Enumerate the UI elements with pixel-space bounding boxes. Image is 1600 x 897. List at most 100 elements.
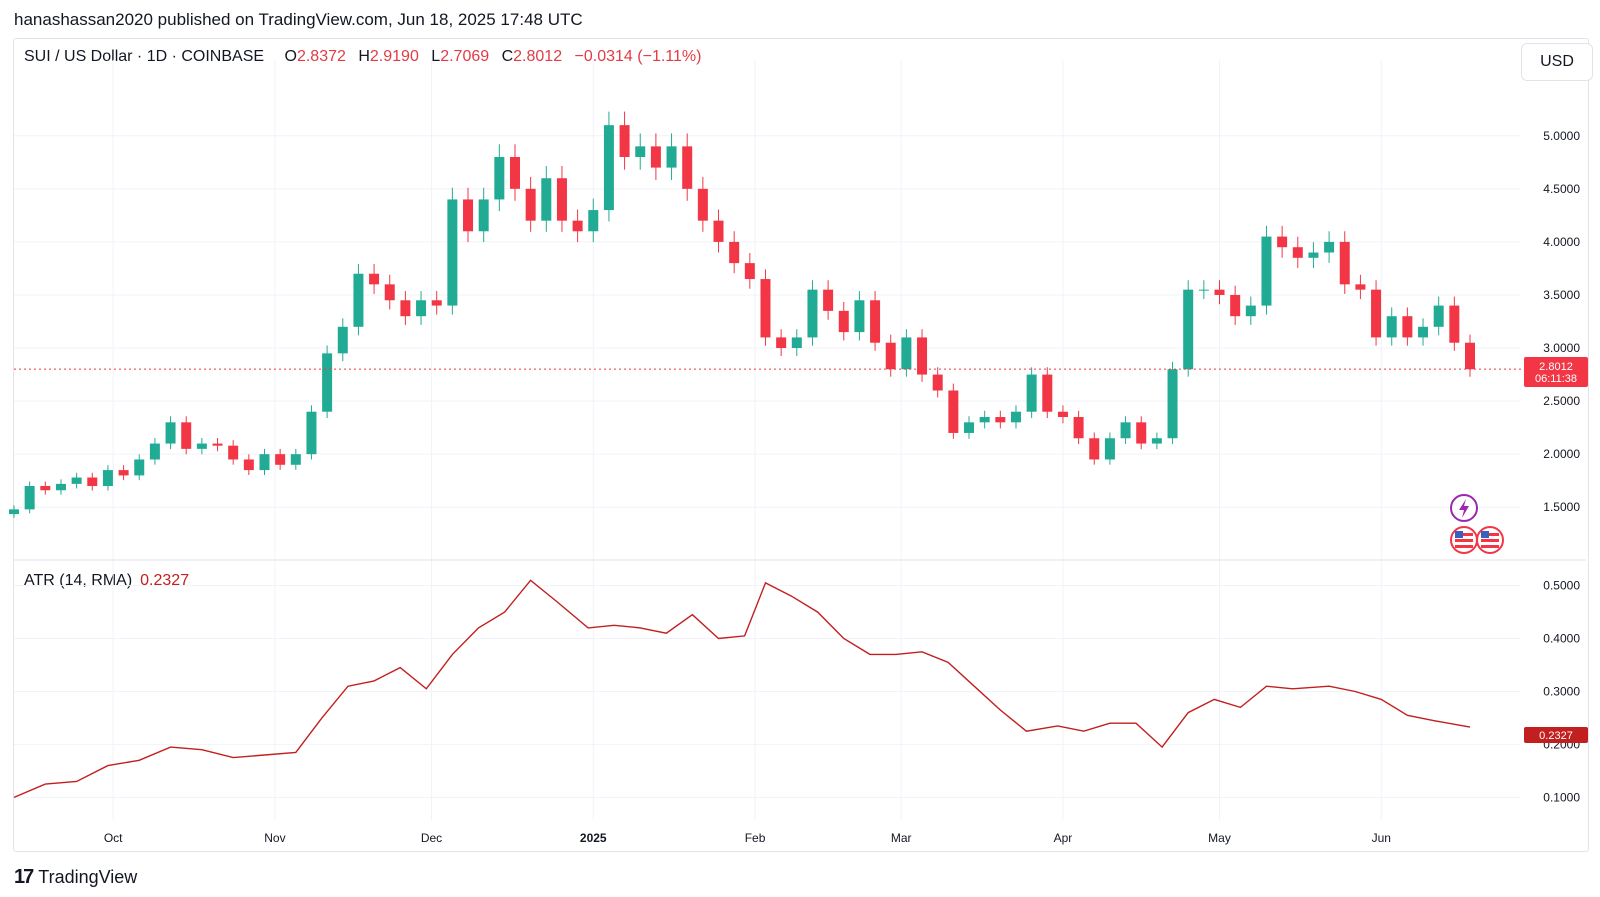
candle — [588, 198, 599, 243]
lightning-icon[interactable] — [1450, 494, 1478, 522]
atr-tick-label: 0.3000 — [1543, 684, 1580, 698]
atr-tick-label: 0.4000 — [1543, 632, 1580, 646]
change-value: −0.0314 (−1.11%) — [574, 48, 702, 65]
candle — [134, 454, 145, 481]
candle — [40, 481, 51, 495]
candle — [1277, 225, 1288, 258]
atr-badge-value: 0.2327 — [1539, 730, 1573, 742]
candle — [885, 334, 896, 377]
time-tick-label: Feb — [745, 831, 766, 845]
candle — [556, 166, 567, 232]
atr-legend[interactable]: ATR (14, RMA) 0.2327 — [24, 572, 189, 590]
chart-frame — [13, 38, 1589, 852]
candle — [854, 291, 865, 341]
price-tick-label: 4.0000 — [1543, 235, 1580, 249]
candle — [1183, 280, 1194, 377]
candle — [838, 301, 849, 341]
candle — [1465, 334, 1475, 377]
atr-badge-bg — [1524, 727, 1588, 743]
open-value: 2.8372 — [296, 48, 346, 65]
candle — [1230, 285, 1241, 325]
price-tick-label: 3.0000 — [1543, 341, 1580, 355]
tradingview-brand: TradingView — [38, 867, 138, 887]
candle — [55, 479, 66, 495]
time-axis: Oct Nov Dec 2025 Feb Mar Apr May Jun — [104, 831, 1391, 845]
price-badge: 2.8012 06:11:38 — [1524, 357, 1588, 387]
us-flag-icon[interactable] — [1476, 526, 1504, 554]
currency-button[interactable]: USD — [1521, 43, 1593, 81]
candle — [212, 437, 223, 452]
candle — [1418, 318, 1429, 346]
candle — [791, 329, 802, 356]
candle — [1308, 242, 1319, 269]
us-flag-icon[interactable] — [1450, 526, 1478, 554]
time-tick-label: Apr — [1054, 831, 1073, 845]
low-label: L — [431, 48, 441, 65]
price-tick-label: 4.5000 — [1543, 182, 1580, 196]
candle — [995, 410, 1006, 429]
candle — [228, 440, 239, 465]
atr-line-layer — [13, 579, 1471, 799]
tradingview-logo-icon: 17 — [14, 866, 34, 888]
atr-grid — [14, 585, 1520, 798]
symbol-title[interactable]: SUI / US Dollar · 1D · COINBASE — [24, 48, 265, 65]
price-grid — [14, 60, 1520, 820]
candle — [572, 209, 583, 243]
candle — [1151, 432, 1162, 450]
price-axis: 1.5000 2.0000 2.5000 3.0000 3.5000 4.0000 4.50… — [1543, 129, 1580, 514]
candle — [243, 454, 254, 475]
price-tick-label: 2.5000 — [1543, 394, 1580, 408]
symbol-legend: SUI / US Dollar · 1D · COINBASE O2.8372 … — [24, 48, 701, 66]
candle — [478, 187, 489, 243]
candle — [196, 437, 207, 455]
candle — [1386, 307, 1397, 346]
candle — [384, 274, 395, 310]
close-value: 2.8012 — [513, 48, 563, 65]
candle — [509, 144, 520, 201]
price-tick-label: 1.5000 — [1543, 500, 1580, 514]
candle — [1167, 361, 1178, 444]
price-badge-countdown: 06:11:38 — [1535, 373, 1577, 385]
candle — [729, 231, 740, 274]
atr-line — [13, 579, 1471, 799]
low-value: 2.7069 — [440, 48, 490, 65]
candle — [1010, 405, 1021, 429]
candle — [682, 133, 693, 201]
candle — [870, 291, 881, 351]
candle — [369, 263, 380, 294]
candle — [71, 472, 82, 489]
candle — [1089, 432, 1100, 465]
candle — [901, 329, 912, 377]
candle — [650, 133, 661, 181]
candle — [744, 253, 755, 289]
price-tick-label: 2.0000 — [1543, 447, 1580, 461]
candle — [447, 187, 458, 315]
candle — [932, 367, 943, 398]
candle — [9, 505, 19, 518]
candle — [619, 111, 630, 170]
price-tick-label: 3.5000 — [1543, 288, 1580, 302]
candle — [416, 291, 427, 325]
candle — [24, 481, 35, 514]
candle — [1433, 296, 1444, 336]
price-badge-value: 2.8012 — [1539, 361, 1573, 373]
time-tick-label: 2025 — [580, 831, 607, 845]
candle — [1136, 416, 1147, 450]
atr-label: ATR (14, RMA) — [24, 572, 133, 589]
time-tick-label: May — [1208, 831, 1231, 845]
atr-tick-label: 0.1000 — [1543, 790, 1580, 804]
time-tick-label: Jun — [1372, 831, 1391, 845]
candle — [964, 416, 975, 439]
candle — [713, 209, 724, 253]
candle — [1042, 367, 1053, 419]
candle — [1449, 296, 1460, 351]
candle — [337, 318, 348, 362]
candle — [1292, 236, 1303, 269]
time-tick-label: Nov — [264, 831, 285, 845]
candle — [400, 291, 411, 325]
candle — [463, 187, 474, 243]
tradingview-logo[interactable]: 17 TradingView — [14, 866, 137, 889]
candle — [1324, 231, 1335, 263]
